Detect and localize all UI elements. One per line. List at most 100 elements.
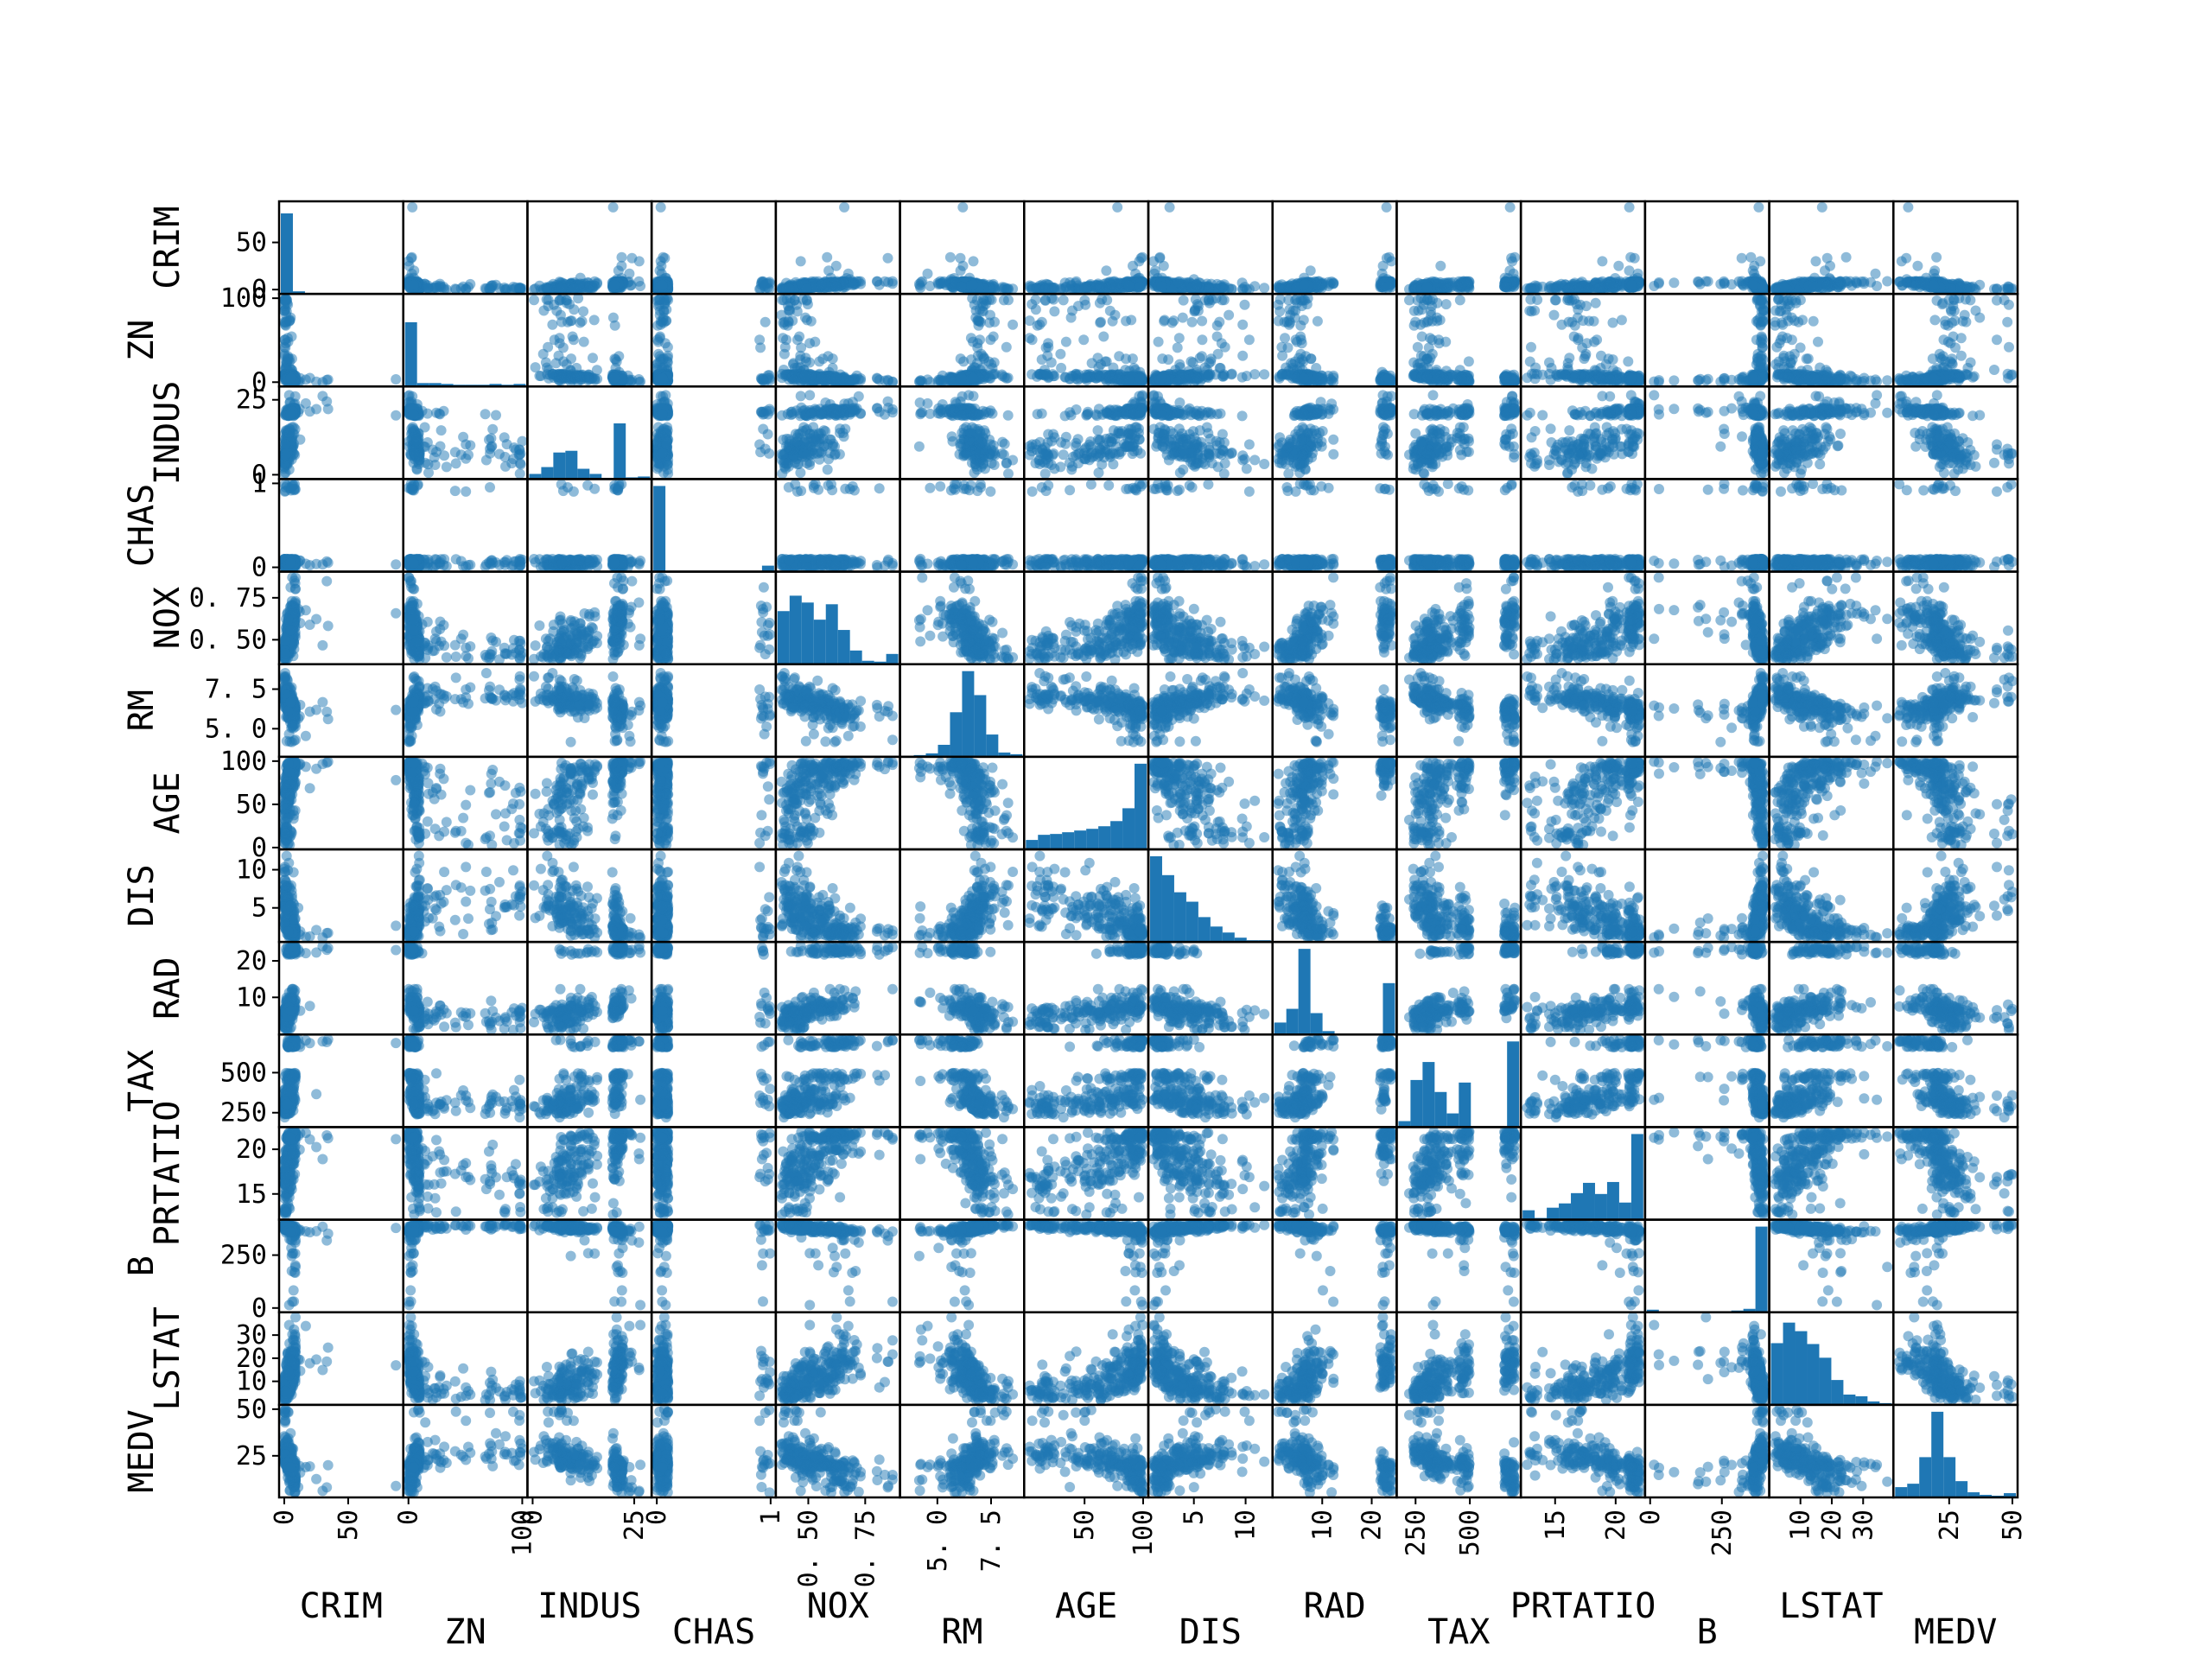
scatter-point	[1039, 283, 1051, 295]
hist-bar-crim-0	[281, 213, 293, 295]
scatter-point	[1747, 279, 1758, 290]
scatter-point	[1821, 252, 1833, 264]
scatter-point	[1736, 252, 1747, 264]
scatter-point	[1573, 283, 1584, 295]
scatter-point	[656, 260, 667, 271]
scatter-point	[1821, 279, 1833, 290]
scatter-point	[817, 353, 829, 365]
cell-marks	[279, 294, 402, 387]
scatter-point	[1128, 260, 1138, 271]
scatter-point	[322, 374, 334, 385]
scatter-point	[984, 317, 995, 328]
scatter-point	[1452, 280, 1463, 291]
scatter-point	[1928, 279, 1939, 290]
scatter-point	[1049, 306, 1060, 317]
scatter-point	[556, 372, 568, 384]
scatter-point	[1778, 282, 1789, 293]
scatter-point	[658, 317, 670, 328]
scatter-point	[280, 317, 291, 328]
scatter-point	[1624, 265, 1635, 276]
scatter-point	[1584, 283, 1595, 295]
scatter-point	[609, 320, 620, 331]
scatter-point	[1545, 280, 1556, 291]
scatter-point	[791, 334, 803, 346]
scatter-point	[1499, 281, 1510, 292]
scatter-point	[661, 304, 672, 315]
scatter-point	[1382, 281, 1394, 292]
scatter-point	[1065, 373, 1076, 385]
scatter-point	[957, 281, 967, 292]
scatter-point	[406, 251, 417, 263]
scatter-point	[1101, 356, 1112, 367]
scatter-point	[607, 312, 619, 323]
scatter-point	[1173, 276, 1184, 288]
cell-crim-vs-prtatio	[1519, 200, 1647, 296]
scatter-point	[1901, 252, 1912, 264]
scatter-point	[1090, 279, 1102, 290]
scatter-point	[1968, 283, 1980, 295]
scatter-point	[584, 374, 595, 385]
scatter-point	[1510, 251, 1521, 263]
scatter-point	[968, 279, 979, 290]
scatter-point	[1749, 260, 1760, 271]
scatter-point	[1276, 279, 1287, 290]
scatter-point	[652, 295, 663, 306]
scatter-point	[1154, 251, 1166, 263]
scatter-point	[778, 317, 789, 328]
scatter-point	[1259, 283, 1270, 294]
cell-crim-vs-nox	[774, 200, 901, 296]
scatter-point	[1001, 341, 1012, 353]
scatter-point	[754, 334, 766, 346]
hist-bar-zn-7	[489, 384, 502, 387]
scatter-point	[555, 309, 566, 321]
scatter-point	[1043, 341, 1054, 353]
scatter-point	[1074, 282, 1085, 293]
scatter-point	[838, 277, 849, 289]
scatter-point	[816, 279, 827, 290]
scatter-point	[575, 317, 586, 328]
scatter-point	[913, 278, 925, 289]
scatter-point	[530, 362, 541, 373]
scatter-point	[461, 283, 472, 295]
scatter-point	[1594, 282, 1605, 293]
scatter-point	[957, 372, 967, 384]
scatter-point	[1112, 201, 1123, 213]
scatter-point	[578, 336, 589, 347]
scatter-point	[801, 283, 812, 295]
cell-marks	[1770, 201, 1893, 295]
scatter-point	[578, 306, 589, 317]
scatter-point	[847, 374, 858, 385]
scatter-point	[1715, 278, 1726, 289]
scatter-point	[280, 295, 291, 306]
scatter-point	[1377, 260, 1389, 271]
scatter-point	[1079, 295, 1090, 306]
scatter-point	[501, 283, 512, 295]
scatter-point	[761, 278, 772, 289]
scatter-point	[1078, 334, 1090, 346]
scatter-point	[830, 281, 842, 292]
scatter-point	[1137, 251, 1147, 263]
scatter-point	[1158, 260, 1169, 271]
scatter-point	[1055, 348, 1066, 359]
scatter-point	[983, 356, 995, 367]
scatter-point	[1095, 317, 1106, 328]
scatter-point	[655, 356, 666, 367]
scatter-point	[404, 260, 415, 271]
scatter-point	[985, 334, 996, 346]
scatter-point	[484, 283, 494, 295]
scatter-point	[974, 315, 985, 327]
cell-marks	[1522, 201, 1645, 295]
scatter-point	[657, 372, 668, 384]
scatter-point	[1030, 295, 1041, 305]
scatter-point	[944, 251, 956, 263]
scatter-point	[968, 256, 979, 267]
scatter-point	[281, 356, 292, 367]
scatter-point	[547, 319, 558, 330]
scatter-point	[1840, 251, 1852, 263]
scatter-point	[554, 295, 565, 306]
scatter-point	[847, 278, 858, 289]
scatter-point	[1039, 365, 1050, 375]
scatter-point	[1810, 256, 1821, 267]
scatter-point	[588, 353, 598, 364]
